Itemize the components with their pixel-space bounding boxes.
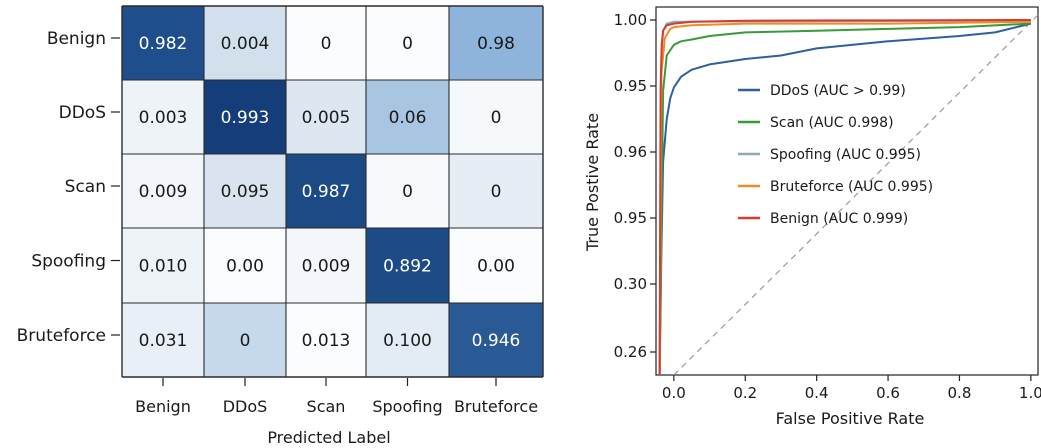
cm-cell-value: 0.005: [302, 108, 351, 128]
cm-cell-value: 0.98: [477, 34, 515, 54]
cm-cell-value: 0: [240, 331, 251, 351]
cm-col-label: Benign: [135, 397, 191, 416]
cm-cell: [286, 154, 366, 228]
cm-cell: [366, 154, 449, 228]
roc-series-line: [658, 19, 1031, 376]
roc-legend-label: Benign (AUC 0.999): [770, 211, 908, 227]
confusion-matrix-row-labels: Benign DDoS Scan Spoofing Bruteforce: [17, 29, 120, 346]
roc-x-ticks: 0.0 0.2 0.4 0.6 0.8 1.0: [662, 375, 1041, 402]
confusion-matrix-gridlines: [121, 5, 544, 378]
roc-series-line: [658, 22, 1031, 376]
confusion-matrix: 0.982 0.004 0 0 0.98 0.003 0.993 0.005 0.06 0 0.00…: [17, 5, 544, 447]
cm-cell-value: 0.003: [139, 108, 188, 128]
cm-row-label: Benign: [47, 29, 106, 49]
cm-cell: [449, 228, 543, 303]
cm-cell-value: 0.095: [221, 182, 270, 202]
cm-cell-value: 0.009: [139, 182, 188, 202]
cm-cell-value: 0.993: [221, 108, 270, 128]
cm-row-label: Scan: [65, 177, 106, 197]
roc-x-tick-label: 0.8: [948, 384, 972, 402]
cm-cell-value: 0.100: [383, 331, 432, 351]
roc-legend-label: Spoofing (AUC 0.995): [770, 147, 921, 163]
cm-cell: [122, 80, 204, 154]
cm-cell: [286, 80, 366, 154]
cm-cell: [204, 80, 286, 154]
roc-y-tick-label: 1.00: [614, 11, 647, 29]
cm-cell: [449, 154, 543, 228]
cm-cell-value: 0: [491, 182, 502, 202]
cm-cell: [449, 80, 543, 154]
cm-cell-value: 0.031: [139, 331, 188, 351]
cm-cell-value: 0: [402, 182, 413, 202]
cm-cell-value: 0.06: [389, 108, 427, 128]
roc-legend-label: Bruteforce (AUC 0.995): [770, 179, 933, 195]
cm-cell: [366, 6, 449, 80]
cm-cell: [286, 228, 366, 303]
cm-cell: [204, 228, 286, 303]
cm-cell-value: 0.00: [226, 257, 264, 277]
cm-cell: [204, 154, 286, 228]
roc-x-tick-label: 0.2: [733, 384, 757, 402]
cm-col-label: DDoS: [223, 397, 268, 416]
cm-cell-value: 0.982: [139, 34, 188, 54]
cm-cell: [122, 154, 204, 228]
roc-y-ticks: 1.00 0.95 0.96 0.95 0.30 0.26: [614, 11, 656, 361]
cm-cell-value: 0.004: [221, 34, 270, 54]
cm-cell-value: 0: [491, 108, 502, 128]
roc-x-tick-label: 0.0: [662, 384, 686, 402]
roc-series-line: [658, 20, 1031, 376]
cm-row-label: Spoofing: [31, 252, 106, 272]
roc-x-tick-label: 1.0: [1019, 384, 1041, 402]
roc-x-tick-label: 0.4: [805, 384, 829, 402]
cm-cell: [204, 6, 286, 80]
roc-series-lines: [658, 19, 1032, 376]
roc-plot-frame: [655, 6, 1039, 376]
cm-cell-value: 0.946: [472, 331, 521, 351]
roc-x-axis-title: False Positive Rate: [776, 409, 925, 428]
cm-cell-value: 0: [321, 34, 332, 54]
roc-series-line: [658, 19, 1031, 376]
cm-cell-value: 0.00: [477, 257, 515, 277]
roc-y-tick-label: 0.30: [614, 275, 647, 293]
roc-y-axis-title: True Postive Rate: [583, 113, 602, 252]
cm-x-axis-title: Predicted Label: [267, 428, 390, 447]
cm-cell-value: 0.010: [139, 257, 188, 277]
roc-x-tick-label: 0.6: [876, 384, 900, 402]
cm-cell: [286, 6, 366, 80]
roc-y-tick-label: 0.26: [614, 343, 647, 361]
roc-y-tick-label: 0.95: [614, 77, 647, 95]
roc-legend-label: Scan (AUC 0.998): [770, 115, 894, 131]
cm-cell-value: 0.009: [302, 257, 351, 277]
roc-y-tick-label: 0.95: [614, 209, 647, 227]
cm-cell: [122, 303, 204, 377]
cm-col-label: Bruteforce: [454, 397, 538, 416]
cm-cell-value: 0.987: [302, 182, 351, 202]
roc-series-line: [658, 22, 1032, 376]
cm-cell: [366, 303, 449, 377]
roc-chart: 0.0 0.2 0.4 0.6 0.8 1.0 1.00 0.95 0.96 0.95 0.30 0…: [583, 6, 1041, 428]
cm-cell: [286, 303, 366, 377]
roc-diagonal: [673, 14, 1039, 376]
cm-cell-value: 0.013: [302, 331, 351, 351]
confusion-matrix-values: 0.982 0.004 0 0 0.98 0.003 0.993 0.005 0.06 0 0.00…: [139, 34, 521, 351]
confusion-matrix-cells: [122, 6, 543, 377]
cm-cell: [449, 303, 543, 377]
cm-col-label: Spoofing: [372, 397, 442, 416]
cm-col-label: Scan: [307, 397, 346, 416]
roc-y-tick-label: 0.96: [614, 143, 647, 161]
cm-cell: [366, 228, 449, 303]
roc-legend: DDoS (AUC > 0.99) Scan (AUC 0.998) Spoofin…: [738, 83, 933, 227]
cm-cell: [449, 6, 543, 80]
confusion-matrix-col-labels: Benign DDoS Scan Spoofing Bruteforce: [135, 378, 538, 416]
cm-cell: [122, 6, 204, 80]
cm-cell: [122, 228, 204, 303]
cm-cell-value: 0.892: [383, 257, 432, 277]
cm-row-label: DDoS: [59, 103, 106, 123]
cm-cell-value: 0: [402, 34, 413, 54]
roc-legend-label: DDoS (AUC > 0.99): [770, 83, 906, 99]
cm-row-label: Bruteforce: [17, 326, 106, 346]
cm-cell: [204, 303, 286, 377]
cm-cell: [366, 80, 449, 154]
